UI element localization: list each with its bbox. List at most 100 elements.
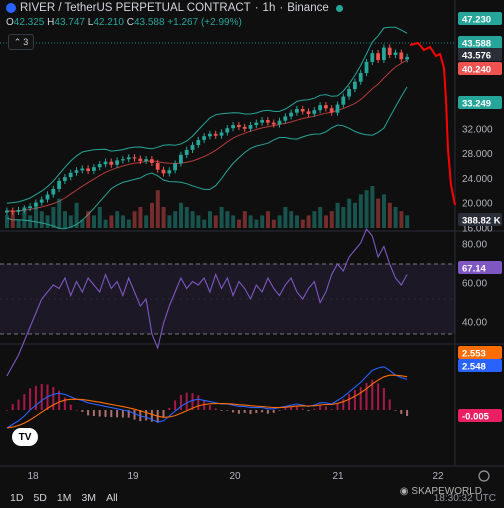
volume-bar	[173, 211, 178, 228]
macd-histogram-bar	[29, 388, 32, 410]
indicators-collapse-button[interactable]: ⌃ 3	[8, 34, 34, 50]
candle-body	[126, 157, 131, 160]
macd-histogram-bar	[121, 410, 124, 418]
macd-histogram-bar	[394, 410, 397, 411]
volume-bar	[335, 202, 340, 228]
range-1m-button[interactable]: 1M	[56, 492, 72, 504]
volume-bar	[138, 207, 143, 228]
badge-text: -0.005	[462, 412, 490, 423]
macd-line	[6, 366, 408, 429]
macd-histogram-bar	[69, 404, 72, 410]
macd-histogram-bar	[226, 410, 229, 411]
range-1d-button[interactable]: 1D	[10, 492, 24, 504]
badge-text: 2.548	[462, 362, 486, 373]
range-all-button[interactable]: All	[106, 492, 118, 504]
volume-bar	[324, 215, 328, 228]
volume-bar	[167, 215, 172, 228]
utc-clock[interactable]: 18:30:32 UTC	[433, 492, 496, 504]
macd-histogram-bar	[330, 409, 333, 410]
bb-lower-line	[6, 86, 408, 230]
badge-text: 2.553	[462, 349, 486, 360]
volume-bar	[254, 219, 259, 228]
candle-body	[68, 172, 73, 178]
rsi-tick-label: 80.00	[462, 240, 487, 251]
macd-histogram-bar	[92, 410, 95, 416]
macd-histogram-bar	[203, 401, 206, 410]
range-3m-button[interactable]: 3M	[81, 492, 97, 504]
candle-body	[173, 163, 177, 171]
tradingview-logo[interactable]: TV	[12, 428, 38, 446]
volume-bar	[10, 211, 15, 228]
badge-bg	[458, 62, 502, 75]
candle-body	[103, 161, 108, 165]
red-drawn-line[interactable]	[409, 41, 456, 206]
candle-body	[184, 149, 189, 155]
axes: 36.00032.00028.00024.00020.00016.00047.2…	[27, 12, 502, 482]
volume-bar	[16, 219, 21, 228]
settings-icon	[478, 470, 490, 482]
volume-bar	[370, 186, 375, 228]
volume-bar	[393, 207, 398, 228]
badge-bg	[458, 96, 502, 109]
volume-bar	[190, 211, 195, 228]
candle-body	[225, 128, 230, 133]
candle-body	[97, 164, 102, 168]
candle-body	[347, 89, 351, 97]
low-value: 42.210	[93, 17, 124, 28]
close-value: 43.588	[133, 17, 165, 28]
price-badge: 388.82 K	[458, 213, 502, 227]
macd-badge: 2.553	[458, 346, 502, 360]
volume-bar	[277, 215, 282, 228]
macd-histogram-bar	[295, 405, 298, 410]
macd-histogram-bar	[319, 405, 322, 410]
signal-line	[6, 374, 408, 429]
price-badge: 43.588	[458, 36, 502, 50]
macd-histogram-bar	[261, 410, 264, 413]
macd-histogram-bar	[348, 393, 351, 410]
macd-histogram-bar	[359, 387, 362, 410]
volume-bar	[22, 207, 27, 228]
symbol-header[interactable]: RIVER / TetherUS PERPETUAL CONTRACT · 1h…	[6, 2, 343, 14]
candle-body	[57, 180, 61, 189]
macd-histogram-bar	[249, 410, 252, 415]
macd-histogram-bar	[324, 406, 327, 410]
watermark: ◉ SKAPEWORLD	[399, 486, 482, 497]
volume-bar	[103, 219, 108, 228]
volume-bar	[97, 207, 102, 228]
volume-bar	[248, 215, 253, 228]
rsi-value-badge: 67.14	[458, 261, 502, 275]
range-5d-button[interactable]: 5D	[33, 492, 47, 504]
macd-histogram-bar	[237, 410, 240, 414]
volume-bar	[364, 190, 369, 228]
volume-bar	[300, 219, 305, 228]
macd-histogram-bar	[365, 382, 368, 410]
candle-body	[208, 133, 212, 137]
macd-histogram-bar	[342, 399, 345, 410]
volume-bar	[39, 211, 44, 228]
macd-histogram-bar	[307, 410, 310, 411]
candle-body	[39, 199, 44, 203]
macd-histogram-bar	[208, 405, 211, 410]
macd-histogram-bar	[145, 410, 148, 421]
rsi-indicator	[6, 227, 408, 377]
candle-body	[190, 144, 195, 150]
macd-histogram-bar	[214, 408, 217, 410]
macd-histogram-bar	[104, 410, 107, 417]
volume-bar	[213, 215, 218, 228]
volume-bar	[260, 215, 265, 228]
candle-body	[387, 47, 392, 55]
volume-bar	[150, 202, 154, 228]
macd-histogram-bar	[290, 406, 293, 410]
candle-body	[10, 210, 15, 212]
candle-body	[254, 122, 259, 126]
macd-histogram-bar	[278, 410, 281, 411]
candle-body	[382, 47, 386, 60]
chart-canvas[interactable]: 36.00032.00028.00024.00020.00016.00047.2…	[0, 0, 504, 488]
candle-body	[393, 52, 398, 55]
candle-body	[161, 169, 166, 174]
volume-bar	[289, 211, 294, 228]
macd-histogram-bar	[272, 410, 275, 413]
volume-bar	[231, 215, 236, 228]
interval-label[interactable]: 1h	[262, 2, 276, 14]
candle-body	[16, 210, 21, 212]
